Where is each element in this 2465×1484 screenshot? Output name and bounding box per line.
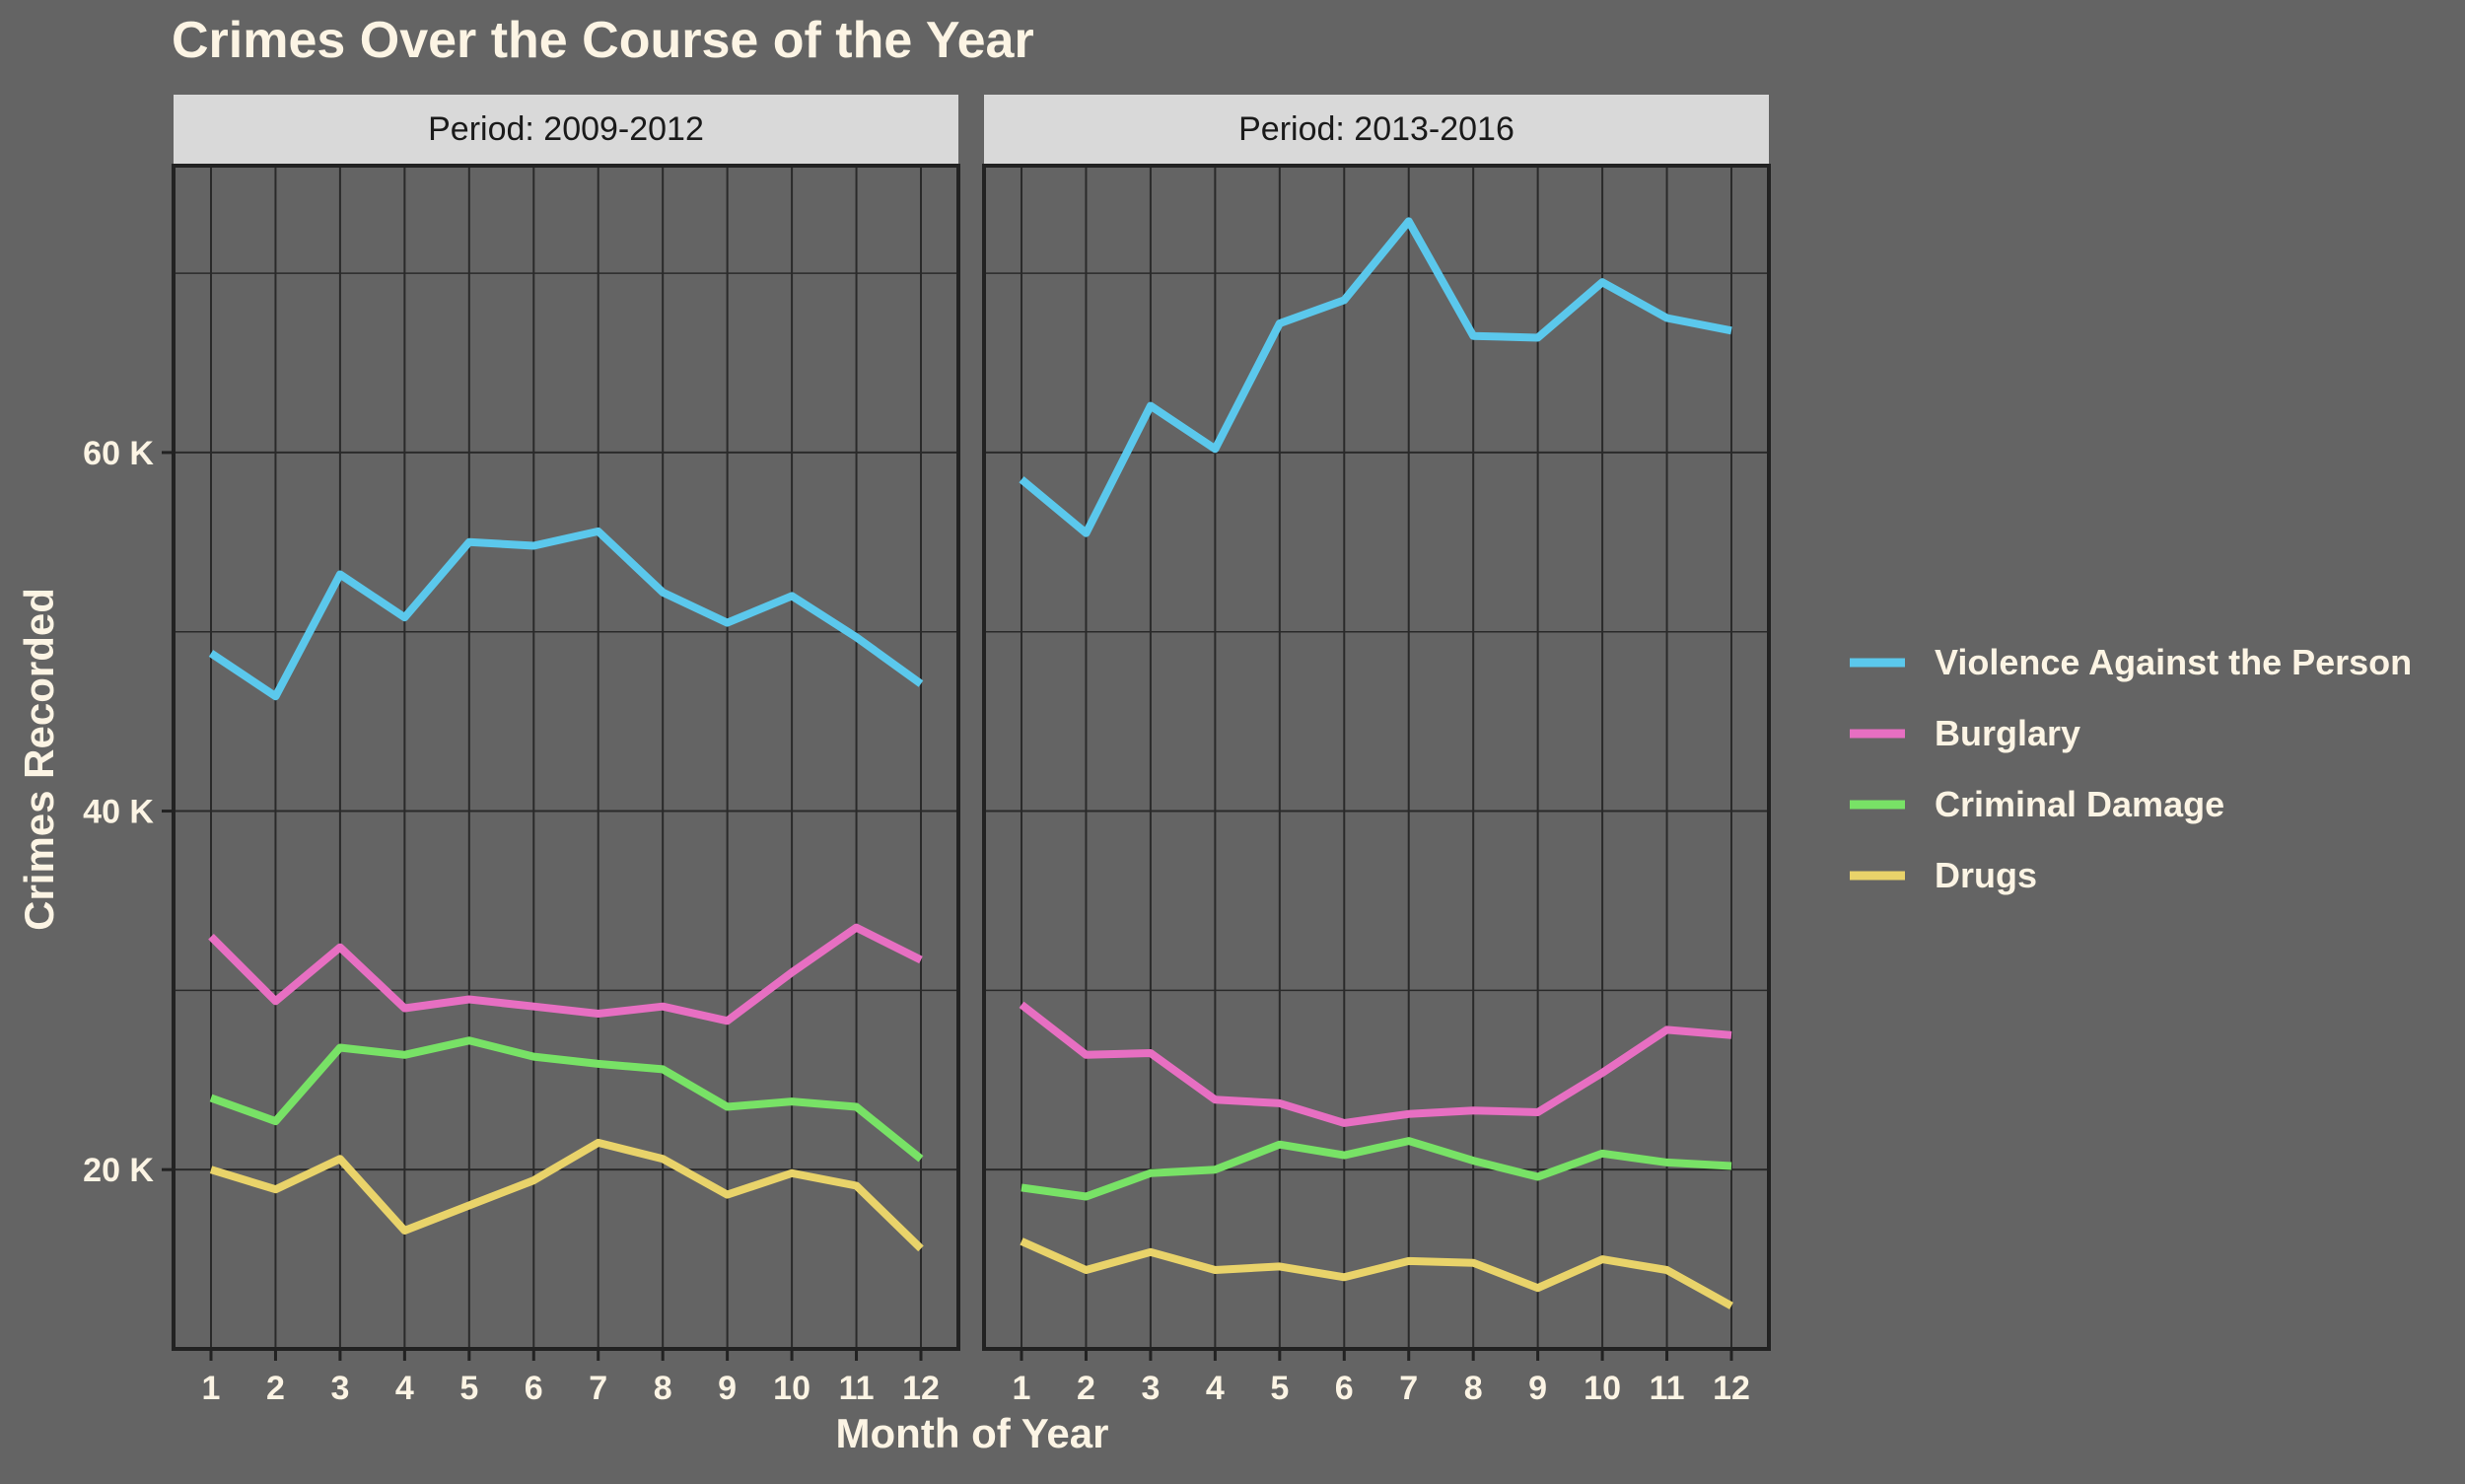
series-line-drugs xyxy=(209,1138,924,1252)
x-tick-label: 8 xyxy=(1464,1370,1483,1407)
x-tick-label: 11 xyxy=(1650,1370,1685,1407)
panel-border xyxy=(172,164,960,1351)
x-tick-label: 12 xyxy=(1713,1370,1750,1407)
series-line-criminal-damage xyxy=(209,1036,924,1163)
x-tick-label: 7 xyxy=(1399,1370,1418,1407)
x-tick-label: 9 xyxy=(718,1370,737,1407)
panel-strip-label: Period: 2009-2012 xyxy=(428,110,704,148)
series-line-violence-against-the-person xyxy=(1019,217,1732,537)
x-tick-label: 10 xyxy=(1584,1370,1621,1407)
x-tick-label: 7 xyxy=(589,1370,607,1407)
y-tick-label: 60 K xyxy=(83,435,154,472)
x-tick-label: 9 xyxy=(1528,1370,1547,1407)
x-tick-label: 5 xyxy=(1270,1370,1289,1407)
x-tick-label: 5 xyxy=(459,1370,478,1407)
series-line-burglary xyxy=(1019,1001,1732,1127)
series-line-violence-against-the-person xyxy=(208,527,924,701)
panel-border xyxy=(982,164,1771,1351)
legend-item: Criminal Damage xyxy=(1850,784,2224,824)
x-tick-label: 1 xyxy=(202,1370,221,1407)
legend-item: Violence Against the Person xyxy=(1850,642,2412,682)
legend-item: Burglary xyxy=(1850,713,2080,753)
x-tick-label: 10 xyxy=(773,1370,810,1407)
series-line-criminal-damage xyxy=(1021,1137,1732,1201)
legend-label: Drugs xyxy=(1935,855,2037,895)
series-line-burglary xyxy=(208,923,923,1025)
x-tick-label: 6 xyxy=(1335,1370,1354,1407)
x-tick-label: 4 xyxy=(395,1370,414,1407)
x-tick-label: 2 xyxy=(1077,1370,1095,1407)
x-tick-label: 12 xyxy=(902,1370,940,1407)
x-tick-label: 6 xyxy=(525,1370,543,1407)
series-line-drugs xyxy=(1020,1237,1733,1309)
panel-strip xyxy=(174,95,958,164)
x-tick-label: 3 xyxy=(1141,1370,1160,1407)
x-tick-label: 4 xyxy=(1206,1370,1225,1407)
y-axis-label: Crimes Recorded xyxy=(16,588,62,931)
y-tick-label: 20 K xyxy=(83,1152,154,1189)
chart-title: Crimes Over the Course of the Year xyxy=(172,12,1034,69)
x-axis-label: Month of Year xyxy=(836,1410,1109,1456)
x-tick-label: 1 xyxy=(1013,1370,1031,1407)
legend: Violence Against the Person Burglary Crimi… xyxy=(1850,642,2412,895)
y-tick-label: 40 K xyxy=(83,794,154,831)
y-axis-ticks: 20 K 40 K 60 K xyxy=(83,435,172,1189)
panel-strip-label: Period: 2013-2016 xyxy=(1238,110,1514,148)
x-tick-label: 11 xyxy=(839,1370,875,1407)
x-tick-label: 2 xyxy=(266,1370,285,1407)
legend-label: Violence Against the Person xyxy=(1935,642,2412,682)
legend-item: Drugs xyxy=(1850,855,2037,895)
legend-label: Burglary xyxy=(1935,713,2080,753)
x-tick-label: 8 xyxy=(654,1370,672,1407)
x-tick-label: 3 xyxy=(330,1370,349,1407)
legend-label: Criminal Damage xyxy=(1935,784,2224,824)
panel-strip xyxy=(984,95,1769,164)
